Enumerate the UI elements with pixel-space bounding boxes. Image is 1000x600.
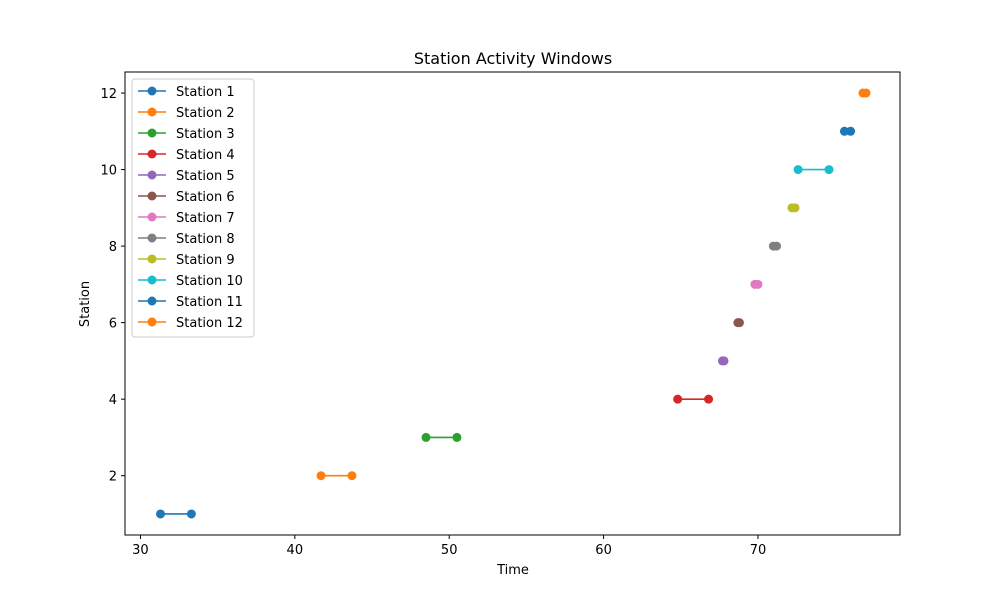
- legend-label: Station 1: [176, 85, 235, 100]
- data-point: [452, 432, 462, 442]
- legend-marker: [147, 317, 157, 327]
- data-point: [673, 394, 683, 404]
- data-point: [704, 394, 714, 404]
- legend-label: Station 3: [176, 127, 235, 142]
- series-5: [717, 356, 729, 366]
- legend-label: Station 12: [176, 316, 243, 331]
- plot-frame: [124, 71, 901, 536]
- y-axis-label: Station: [78, 281, 93, 327]
- series-12: [858, 88, 871, 98]
- legend-marker: [147, 254, 157, 264]
- legend-label: Station 2: [176, 106, 235, 121]
- series-11: [839, 126, 856, 136]
- y-tick-label: 2: [109, 470, 117, 485]
- legend-entry: Station 7: [138, 211, 235, 226]
- x-tick-label: 60: [595, 543, 612, 558]
- data-point: [421, 432, 431, 442]
- series-6: [733, 318, 744, 328]
- data-point: [316, 471, 326, 481]
- legend-entry: Station 12: [138, 316, 243, 331]
- y-tick-label: 10: [100, 164, 117, 179]
- legend-entry: Station 1: [138, 85, 235, 100]
- legend-marker: [147, 107, 157, 117]
- data-point: [790, 203, 800, 213]
- series-10: [793, 165, 834, 175]
- data-point: [719, 356, 729, 366]
- chart-title: Station Activity Windows: [414, 49, 612, 68]
- x-axis: 30 40 50 60 70: [132, 535, 766, 558]
- data-point: [156, 509, 166, 519]
- legend-label: Station 5: [176, 169, 235, 184]
- legend-marker: [147, 296, 157, 306]
- legend-entry: Station 10: [138, 274, 243, 289]
- series-8: [768, 241, 781, 251]
- legend-marker: [147, 275, 157, 285]
- y-tick-label: 4: [109, 393, 117, 408]
- data-point: [824, 165, 834, 175]
- y-tick-label: 8: [109, 240, 117, 255]
- legend-entry: Station 3: [138, 127, 235, 142]
- legend-entry: Station 5: [138, 169, 235, 184]
- legend-label: Station 7: [176, 211, 235, 226]
- legend-label: Station 10: [176, 274, 243, 289]
- legend-marker: [147, 170, 157, 180]
- data-point: [347, 471, 357, 481]
- y-axis: 2 4 6 8 10 12: [100, 87, 125, 485]
- data-point: [771, 241, 781, 251]
- x-tick-label: 50: [441, 543, 458, 558]
- plot-area: [156, 88, 871, 519]
- series-9: [787, 203, 800, 213]
- legend-label: Station 8: [176, 232, 235, 247]
- legend-entry: Station 9: [138, 253, 235, 268]
- legend-entry: Station 6: [138, 190, 235, 205]
- series-3: [421, 432, 462, 442]
- series-1: [156, 509, 196, 519]
- legend-marker: [147, 212, 157, 222]
- x-tick-label: 70: [750, 543, 767, 558]
- legend-entry: Station 8: [138, 232, 235, 247]
- data-point: [734, 318, 744, 328]
- series-7: [750, 279, 763, 289]
- legend-marker: [147, 149, 157, 159]
- x-tick-label: 30: [132, 543, 149, 558]
- legend: Station 1 Station 2 Station 3 Station 4 Stat…: [131, 78, 255, 338]
- legend-entry: Station 2: [138, 106, 235, 121]
- x-tick-label: 40: [287, 543, 304, 558]
- y-tick-label: 6: [109, 317, 117, 332]
- legend-label: Station 4: [176, 148, 235, 163]
- data-point: [846, 126, 856, 136]
- legend-label: Station 9: [176, 253, 235, 268]
- legend-marker: [147, 128, 157, 138]
- legend-label: Station 11: [176, 295, 243, 310]
- data-point: [839, 126, 849, 136]
- legend-label: Station 6: [176, 190, 235, 205]
- data-point: [753, 279, 763, 289]
- y-tick-label: 12: [100, 87, 117, 102]
- series-4: [673, 394, 714, 404]
- data-point: [793, 165, 803, 175]
- legend-marker: [147, 86, 157, 96]
- x-axis-label: Time: [496, 563, 529, 578]
- data-point: [861, 88, 871, 98]
- legend-marker: [147, 233, 157, 243]
- legend-entry: Station 4: [138, 148, 235, 163]
- legend-marker: [147, 191, 157, 201]
- legend-entry: Station 11: [138, 295, 243, 310]
- legend-box: [131, 78, 255, 338]
- series-2: [316, 471, 357, 481]
- data-point: [186, 509, 196, 519]
